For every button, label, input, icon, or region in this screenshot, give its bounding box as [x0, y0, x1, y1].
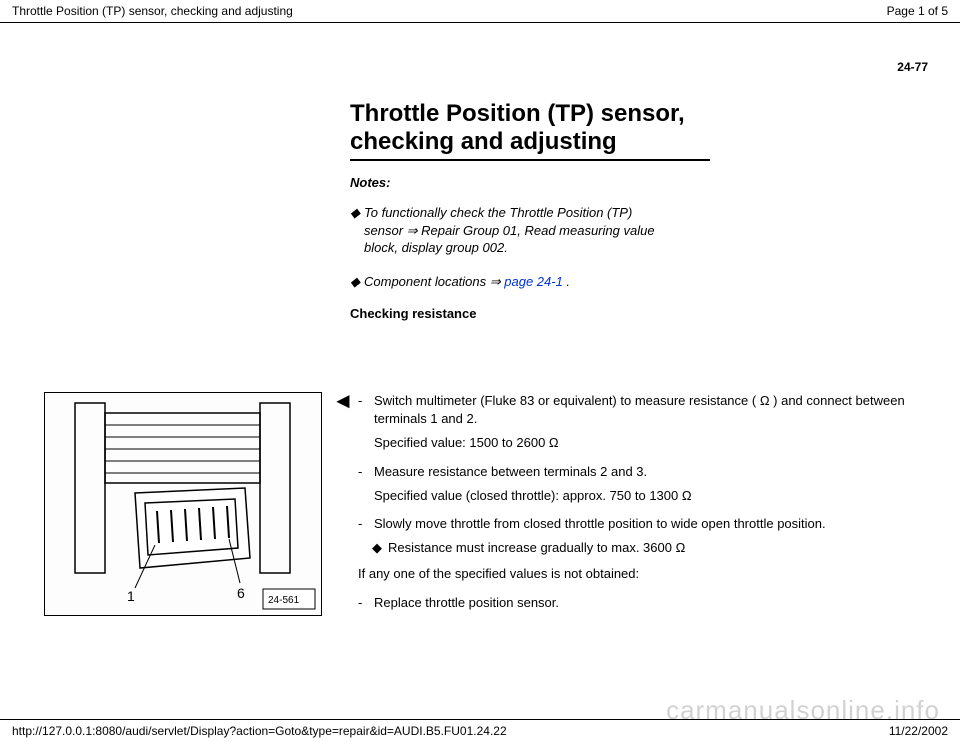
procedure-steps: - Switch multimeter (Fluke 83 or equival…	[358, 392, 918, 618]
condition-line: If any one of the specified values is no…	[358, 565, 918, 583]
figure-arrow-icon: ◄	[332, 388, 354, 414]
step-2-text: Measure resistance between terminals 2 a…	[374, 463, 647, 481]
note-item-2: ◆ Component locations ⇒ page 24-1 .	[350, 273, 710, 291]
note-2-link[interactable]: page 24-1	[504, 274, 563, 289]
step-1-spec: Specified value: 1500 to 2600 Ω	[374, 434, 918, 452]
dash-icon: -	[358, 515, 374, 533]
note-item-1: ◆ To functionally check the Throttle Pos…	[350, 204, 710, 257]
footer-url: http://127.0.0.1:8080/audi/servlet/Displ…	[12, 724, 507, 738]
step-1-text: Switch multimeter (Fluke 83 or equivalen…	[374, 392, 918, 428]
header-divider	[0, 22, 960, 23]
header-page-indicator: Page 1 of 5	[887, 4, 948, 18]
dash-icon: -	[358, 463, 374, 481]
dash-icon: -	[358, 594, 374, 612]
footer-date: 11/22/2002	[889, 724, 948, 738]
step-4: - Replace throttle position sensor.	[358, 594, 918, 612]
step-3-sub: ◆ Resistance must increase gradually to …	[372, 539, 918, 557]
step-2-spec: Specified value (closed throttle): appro…	[374, 487, 918, 505]
bullet-icon: ◆	[350, 273, 364, 291]
title-line-2: checking and adjusting	[350, 128, 617, 155]
content-column: Throttle Position (TP) sensor, checking …	[350, 100, 710, 329]
note-2-text: Component locations ⇒ page 24-1 .	[364, 273, 570, 291]
header-bar: Throttle Position (TP) sensor, checking …	[0, 0, 960, 22]
step-4-text: Replace throttle position sensor.	[374, 594, 559, 612]
header-title: Throttle Position (TP) sensor, checking …	[12, 4, 293, 18]
step-3: - Slowly move throttle from closed throt…	[358, 515, 918, 533]
bullet-icon: ◆	[350, 204, 364, 257]
note-2-post: .	[563, 274, 570, 289]
notes-label: Notes:	[350, 175, 710, 190]
step-3-text: Slowly move throttle from closed throttl…	[374, 515, 826, 533]
title-line-1: Throttle Position (TP) sensor,	[350, 100, 685, 127]
bullet-icon: ◆	[372, 539, 388, 557]
figure-tag-text: 24-561	[268, 595, 300, 606]
step-3-sub-text: Resistance must increase gradually to ma…	[388, 539, 685, 557]
page-number-tag: 24-77	[897, 60, 928, 74]
svg-text:1: 1	[127, 588, 135, 604]
footer-bar: http://127.0.0.1:8080/audi/servlet/Displ…	[0, 720, 960, 742]
step-1: - Switch multimeter (Fluke 83 or equival…	[358, 392, 918, 428]
step-2: - Measure resistance between terminals 2…	[358, 463, 918, 481]
figure-svg: 1 6 24-561	[45, 393, 321, 615]
section-heading: Checking resistance	[350, 306, 710, 321]
note-2-pre: Component locations ⇒	[364, 274, 504, 289]
figure-illustration: 1 6 24-561	[44, 392, 322, 616]
svg-text:6: 6	[237, 585, 245, 601]
dash-icon: -	[358, 392, 374, 428]
title-underline	[350, 159, 710, 161]
note-1-text: To functionally check the Throttle Posit…	[364, 204, 664, 257]
page-title: Throttle Position (TP) sensor, checking …	[350, 100, 710, 155]
